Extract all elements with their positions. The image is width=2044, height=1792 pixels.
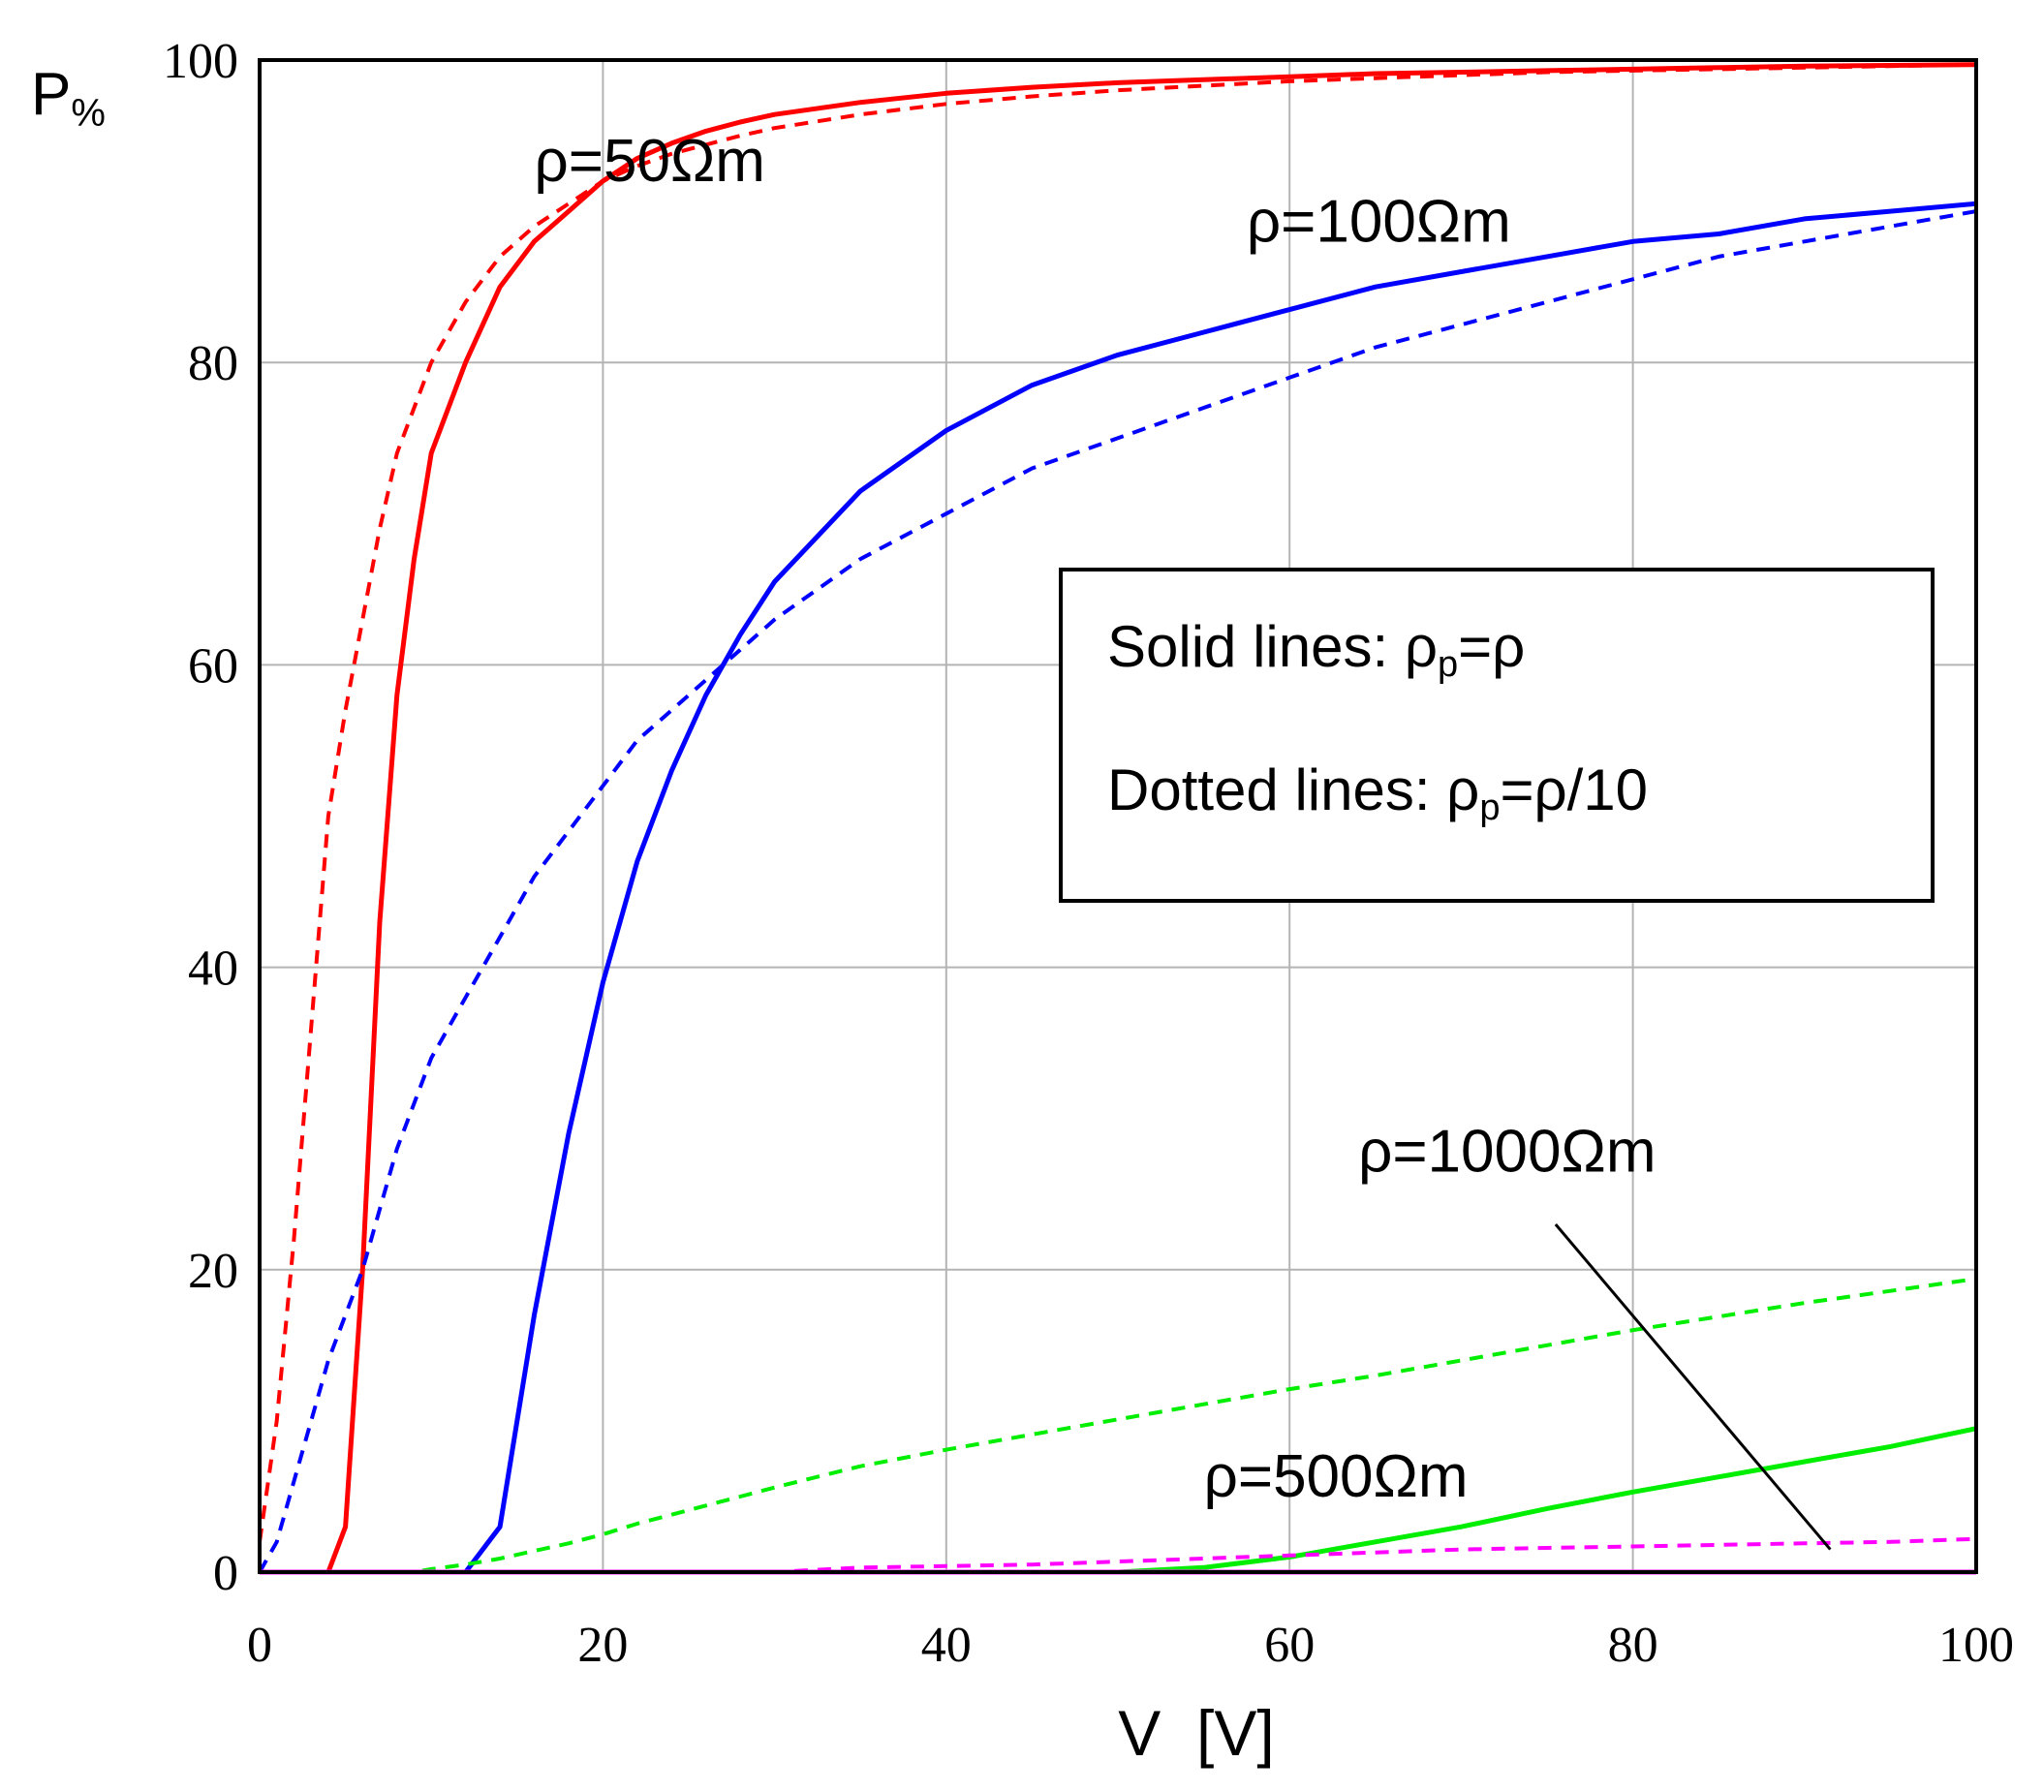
y-tick-label: 60	[188, 638, 238, 694]
series-line-1	[258, 62, 1977, 1543]
annotation-leader-line	[1554, 1223, 1832, 1551]
legend-solid-lines: Solid lines: ρp=ρ	[1107, 614, 1525, 685]
y-axis-label: P%	[31, 61, 106, 135]
x-axis-label: V [V]	[1118, 1697, 1274, 1769]
y-tick-label: 100	[163, 34, 238, 89]
curve-annotation: ρ=500Ωm	[1204, 1443, 1469, 1510]
x-tick-label: 0	[247, 1618, 272, 1673]
series-line-0	[260, 62, 1977, 1575]
x-tick-label: 20	[577, 1618, 628, 1673]
y-tick-labels: 0 20 40 60 80 100	[163, 34, 238, 1601]
curve-annotation: ρ=100Ωm	[1247, 188, 1511, 255]
x-tick-label: 100	[1938, 1618, 2014, 1673]
legend-box	[1059, 568, 1935, 903]
series-line-4	[260, 1426, 1977, 1575]
legend: Solid lines: ρp=ρ Dotted lines: ρp=ρ/10	[1059, 568, 1935, 903]
x-tick-labels: 0 20 40 60 80 100	[247, 1618, 2014, 1673]
plot-frame	[258, 58, 1978, 1574]
y-tick-label: 0	[213, 1546, 238, 1601]
y-tick-label: 20	[188, 1244, 238, 1299]
annotation-layer: ρ=50Ωm ρ=100Ωm ρ=1000Ωm ρ=500Ωm	[535, 128, 1832, 1551]
x-tick-label: 80	[1608, 1618, 1658, 1673]
x-tick-label: 60	[1264, 1618, 1315, 1673]
y-tick-label: 80	[188, 336, 238, 391]
series-line-3	[258, 209, 1977, 1573]
curve-annotation: ρ=1000Ωm	[1358, 1118, 1656, 1185]
x-tick-label: 40	[921, 1618, 972, 1673]
legend-dotted-lines: Dotted lines: ρp=ρ/10	[1107, 757, 1648, 828]
y-tick-label: 40	[188, 942, 238, 997]
curve-annotation: ρ=50Ωm	[535, 128, 765, 195]
